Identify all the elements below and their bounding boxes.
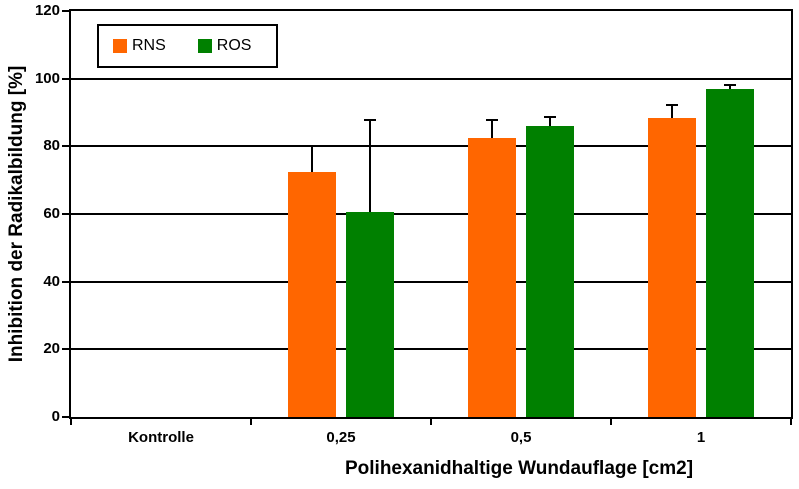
- y-tick-mark-40: [62, 280, 71, 283]
- x-tick-mark-2: [430, 417, 432, 425]
- y-tick-mark-0: [62, 416, 71, 418]
- error-cap-rns-3: [666, 104, 678, 107]
- legend: RNS ROS: [97, 24, 278, 68]
- x-tick-mark-4: [790, 417, 792, 425]
- error-bar-rns-3: [671, 104, 673, 118]
- bar-ros-1: [346, 212, 394, 417]
- y-tick-mark-120: [62, 10, 71, 12]
- y-tick-label-80: 80: [43, 137, 60, 155]
- legend-label-rns: RNS: [132, 37, 166, 54]
- error-bar-ros-3: [729, 83, 731, 89]
- error-cap-ros-3: [724, 83, 736, 86]
- gridline-40: [71, 280, 791, 283]
- bar-ros-2: [526, 126, 574, 417]
- y-tick-label-40: 40: [43, 272, 60, 290]
- y-tick-mark-80: [62, 145, 71, 148]
- gridline-20: [71, 348, 791, 351]
- error-cap-ros-1: [364, 119, 376, 122]
- y-tick-label-0: 0: [51, 408, 60, 425]
- x-tick-label-1: 0,25: [326, 429, 356, 446]
- y-tick-label-60: 60: [43, 205, 60, 222]
- x-tick-mark-1: [250, 417, 252, 425]
- error-cap-rns-2: [486, 119, 498, 122]
- error-cap-ros-2: [544, 115, 556, 118]
- y-tick-mark-60: [62, 213, 71, 215]
- x-tick-mark-3: [610, 417, 612, 425]
- error-bar-rns-2: [491, 119, 493, 138]
- bar-rns-1: [288, 171, 336, 417]
- error-bar-ros-1: [369, 119, 371, 213]
- error-bar-ros-2: [549, 115, 551, 127]
- y-tick-label-20: 20: [43, 340, 60, 358]
- x-tick-label-2: 0,5: [510, 429, 532, 446]
- legend-label-ros: ROS: [216, 37, 252, 54]
- ros-swatch-icon: [197, 39, 212, 53]
- legend-item-rns: RNS: [113, 38, 166, 54]
- bar-rns-2: [468, 137, 516, 417]
- gridline-80: [71, 145, 791, 148]
- y-tick-mark-100: [62, 77, 71, 80]
- x-tick-mark-0: [70, 417, 72, 425]
- plot-area: [69, 9, 793, 419]
- gridline-100: [71, 77, 791, 80]
- x-tick-label-0: Kontrolle: [128, 429, 194, 446]
- y-tick-label-120: 120: [34, 2, 60, 19]
- error-bar-rns-1: [311, 144, 313, 172]
- gridline-60: [71, 213, 791, 215]
- x-tick-label-3: 1: [696, 429, 706, 446]
- bar-ros-3: [706, 88, 754, 417]
- error-cap-rns-1: [306, 144, 318, 147]
- x-axis-title: Polihexanidhaltige Wundauflage [cm2]: [344, 458, 694, 479]
- rns-swatch-icon: [113, 39, 127, 53]
- bar-rns-3: [648, 117, 696, 417]
- y-tick-label-100: 100: [34, 69, 60, 87]
- legend-item-ros: ROS: [197, 37, 252, 54]
- y-tick-mark-20: [62, 348, 71, 351]
